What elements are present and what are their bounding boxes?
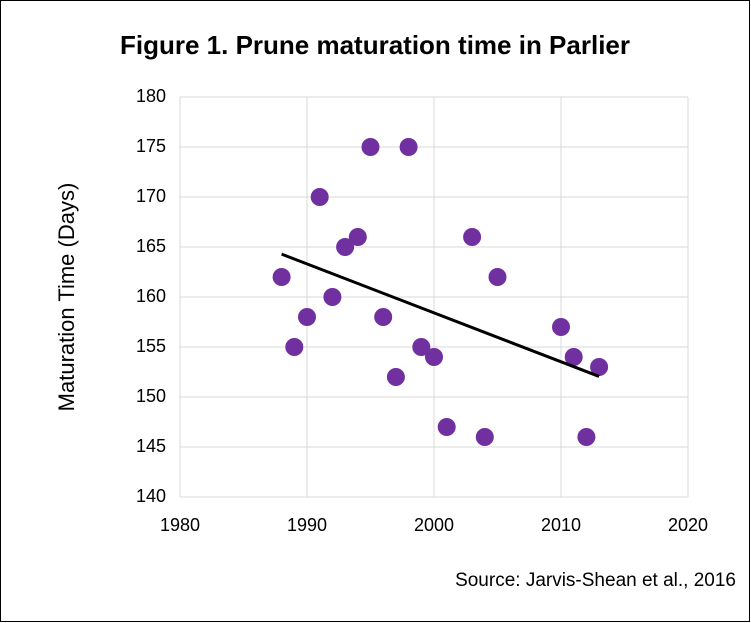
data-point xyxy=(374,308,393,326)
source-note: Source: Jarvis-Shean et al., 2016 xyxy=(455,570,736,591)
data-point xyxy=(564,348,583,366)
x-tick-label: 1980 xyxy=(160,515,200,535)
data-point xyxy=(399,138,418,156)
y-tick-label: 160 xyxy=(136,286,166,306)
data-point xyxy=(285,338,304,356)
data-point xyxy=(348,228,367,246)
x-tick-label: 1990 xyxy=(287,515,327,535)
y-tick-label: 150 xyxy=(136,386,166,406)
data-point xyxy=(298,308,316,326)
data-point xyxy=(323,288,342,306)
y-tick-label: 170 xyxy=(136,186,166,206)
data-point xyxy=(552,318,570,336)
x-tick-label: 2010 xyxy=(541,515,581,535)
y-tick-label: 140 xyxy=(136,486,166,506)
data-point xyxy=(437,418,456,436)
data-point xyxy=(488,268,507,286)
data-point xyxy=(463,228,482,246)
data-point xyxy=(272,268,291,286)
data-point xyxy=(590,358,609,376)
data-point xyxy=(386,368,405,386)
y-tick-label: 145 xyxy=(136,436,166,456)
data-point xyxy=(425,348,443,366)
trendline xyxy=(281,252,600,378)
data-point xyxy=(412,338,431,356)
data-point xyxy=(336,238,355,256)
y-tick-label: 165 xyxy=(136,236,166,256)
data-point xyxy=(577,428,596,446)
x-tick-label: 2020 xyxy=(668,515,708,535)
chart-title: Figure 1. Prune maturation time in Parli… xyxy=(120,30,630,60)
x-tick-label: 2000 xyxy=(414,515,454,535)
y-tick-label: 155 xyxy=(136,336,166,356)
y-tick-label: 180 xyxy=(136,86,166,106)
data-point xyxy=(361,138,380,156)
data-point xyxy=(310,188,329,206)
y-axis-label: Maturation Time (Days) xyxy=(54,183,79,412)
data-point xyxy=(475,428,494,446)
y-tick-label: 175 xyxy=(136,136,166,156)
